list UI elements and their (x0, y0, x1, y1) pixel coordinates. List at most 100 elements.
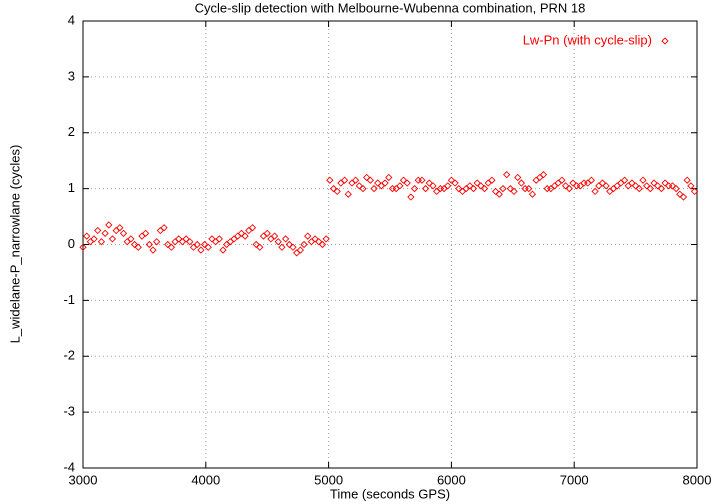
y-tick-label: 3 (68, 68, 75, 83)
y-tick-label: -3 (63, 404, 75, 419)
point (112, 226, 120, 235)
point (517, 179, 526, 187)
point (182, 235, 190, 243)
point (576, 182, 584, 190)
y-tick-label: -4 (63, 459, 75, 474)
point (466, 182, 474, 190)
point (665, 182, 673, 190)
point (348, 179, 356, 187)
point (315, 238, 323, 246)
point (657, 184, 666, 193)
point (149, 246, 157, 254)
point (654, 182, 662, 190)
point (399, 176, 408, 184)
x-axis-label: Time (seconds GPS) (330, 486, 450, 501)
point (499, 184, 507, 193)
point (178, 238, 187, 246)
point (296, 246, 304, 254)
point (580, 179, 588, 187)
x-tick-label: 3000 (69, 472, 98, 487)
point (116, 224, 124, 232)
point (86, 238, 95, 246)
point (687, 182, 695, 190)
point (584, 179, 592, 187)
chart-title: Cycle-slip detection with Melbourne-Wube… (195, 0, 586, 15)
point (624, 182, 632, 190)
point (355, 182, 363, 190)
point (558, 176, 566, 184)
legend-marker (661, 37, 669, 45)
point (363, 173, 371, 182)
point (495, 190, 503, 198)
point (252, 240, 260, 249)
y-tick-label: 2 (68, 124, 75, 139)
point (97, 238, 106, 246)
point (547, 184, 555, 193)
point (613, 182, 621, 190)
point (153, 238, 161, 246)
y-tick-label: 0 (68, 236, 75, 251)
point (278, 243, 286, 251)
point (683, 176, 691, 184)
point (167, 243, 176, 251)
point (322, 235, 330, 243)
point (241, 232, 249, 240)
point (396, 182, 404, 190)
point (679, 193, 688, 201)
point (366, 176, 374, 184)
point (484, 179, 492, 187)
point (661, 179, 669, 187)
point (410, 184, 419, 193)
point (223, 240, 231, 249)
point (160, 224, 168, 232)
point (690, 187, 699, 196)
point (359, 184, 367, 193)
point (127, 235, 135, 243)
point (274, 238, 282, 246)
x-tick-label: 6000 (437, 472, 466, 487)
point (90, 235, 98, 243)
point (175, 235, 183, 243)
point (333, 187, 341, 196)
point (171, 238, 179, 246)
point (234, 232, 242, 240)
point (407, 193, 415, 201)
point (211, 238, 220, 246)
x-tick-label: 5000 (314, 472, 343, 487)
point (108, 235, 117, 243)
y-tick-label: -2 (63, 348, 75, 363)
point (628, 179, 636, 187)
point (414, 176, 422, 184)
point (134, 243, 142, 251)
point (259, 232, 268, 240)
point (193, 240, 201, 249)
point (650, 179, 658, 187)
point (300, 240, 308, 249)
point (477, 182, 485, 190)
point (263, 229, 271, 237)
point (503, 171, 511, 179)
point (643, 182, 651, 190)
point (186, 238, 194, 246)
point (156, 226, 165, 235)
point (293, 249, 301, 257)
point (101, 229, 109, 237)
point (219, 246, 227, 254)
point (307, 238, 316, 246)
point (200, 240, 209, 249)
point (94, 226, 102, 235)
point (473, 179, 481, 187)
point (326, 176, 334, 184)
point (539, 171, 548, 179)
point (536, 173, 544, 182)
point (230, 235, 238, 243)
x-tick-label: 4000 (191, 472, 220, 487)
point (289, 243, 297, 251)
point (270, 232, 279, 240)
point (248, 224, 257, 232)
legend-label: Lw-Pn (with cycle-slip) (523, 32, 652, 47)
point (561, 182, 570, 190)
point (256, 243, 264, 251)
point (204, 243, 212, 251)
